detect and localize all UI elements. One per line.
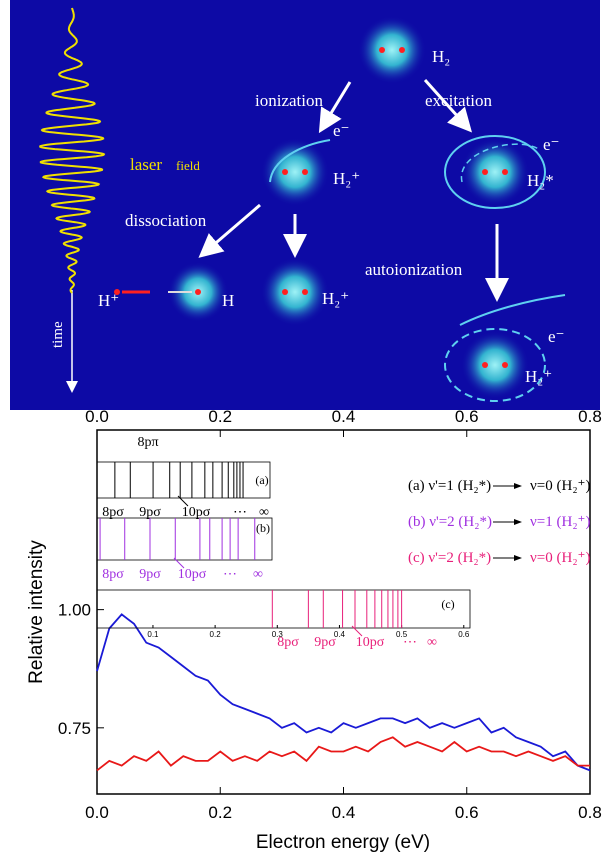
data-line [96, 613, 591, 772]
legend-to: ν=0 (H₂⁺) [530, 550, 590, 566]
level-label: 10pσ [178, 567, 207, 582]
level-label: ∞ [253, 567, 263, 582]
y-axis-label: Relative intensity [26, 540, 47, 684]
x-tick-label: 0.2 [208, 407, 232, 426]
inset-label: (c) [441, 597, 454, 611]
inset-label: (b) [256, 521, 270, 535]
level-label: 9pσ [139, 505, 161, 520]
label: H₂⁺ [333, 169, 360, 188]
label: H⁺ [98, 291, 119, 310]
label: H₂⁺ [525, 367, 552, 386]
inset-tick-label: 0.3 [272, 630, 284, 639]
label: H [222, 291, 234, 310]
level-label: 8pσ [277, 635, 299, 650]
legend-to: ν=0 (H₂⁺) [530, 478, 590, 494]
molecule-glow [461, 138, 529, 206]
label: time [50, 321, 66, 348]
x-tick-label: 0.8 [578, 407, 602, 426]
x-axis-label: Electron energy (eV) [256, 832, 430, 853]
label: H₂* [527, 171, 554, 190]
data-line [96, 736, 590, 772]
molecules [114, 16, 566, 402]
inset-tick-label: 0.6 [458, 630, 470, 639]
label: H₂ [432, 47, 450, 66]
inset-frame [96, 589, 471, 629]
label: excitation [425, 91, 493, 110]
label: dissociation [125, 211, 207, 230]
pointer [177, 495, 189, 507]
inset-frame [96, 517, 273, 561]
level-label: 8pπ [137, 435, 158, 450]
inset-label: (a) [255, 473, 268, 487]
level-label: 10pσ [356, 635, 385, 650]
inset-tick-label: 0.5 [396, 630, 408, 639]
label: H₂⁺ [322, 289, 349, 308]
molecule-glow [461, 331, 529, 399]
inset-tick-label: 0.1 [147, 630, 159, 639]
inset-frame [96, 461, 271, 499]
molecule-glow [358, 16, 426, 84]
label: e⁻ [333, 121, 350, 140]
legend-from: (a) ν'=1 (H₂*) [408, 478, 491, 494]
x-tick-label: 0.0 [85, 803, 109, 822]
molecule-glow [261, 138, 329, 206]
x-tick-label: 0.6 [455, 803, 479, 822]
level-label: 8pσ [102, 505, 124, 520]
y-tick-label: 0.75 [58, 719, 91, 738]
y-tick-label: 1.00 [58, 601, 91, 620]
legend-to: ν=1 (H₂⁺) [530, 514, 590, 530]
x-tick-label: 0.2 [208, 803, 232, 822]
x-tick-label: 0.8 [578, 803, 602, 822]
level-label: ∞ [427, 635, 437, 650]
level-label: ⋯ [403, 635, 417, 650]
pointer [351, 625, 363, 637]
plot-frame [96, 429, 591, 795]
level-label: ⋯ [233, 505, 247, 520]
level-label: 9pσ [314, 635, 336, 650]
laser-wave [39, 7, 106, 294]
inset-tick-label: 0.4 [334, 630, 346, 639]
arrows [66, 78, 509, 393]
label: ionization [255, 91, 323, 110]
x-tick-label: 0.4 [332, 803, 356, 822]
label: laser [130, 155, 162, 174]
level-label: ∞ [259, 505, 269, 520]
molecule-glow [261, 258, 329, 326]
legend-from: (c) ν'=2 (H₂*) [408, 550, 491, 566]
x-tick-label: 0.4 [332, 407, 356, 426]
label: e⁻ [548, 327, 565, 346]
label: autoionization [365, 260, 463, 279]
level-label: ⋯ [223, 567, 237, 582]
legend-from: (b) ν'=2 (H₂*) [408, 514, 492, 530]
label: e⁻ [543, 135, 560, 154]
level-label: 8pσ [102, 567, 124, 582]
label: field [176, 158, 200, 173]
x-tick-label: 0.0 [85, 407, 109, 426]
pointer [173, 557, 185, 569]
level-label: 9pσ [139, 567, 161, 582]
x-tick-label: 0.6 [455, 407, 479, 426]
level-label: 10pσ [182, 505, 211, 520]
inset-tick-label: 0.2 [210, 630, 222, 639]
